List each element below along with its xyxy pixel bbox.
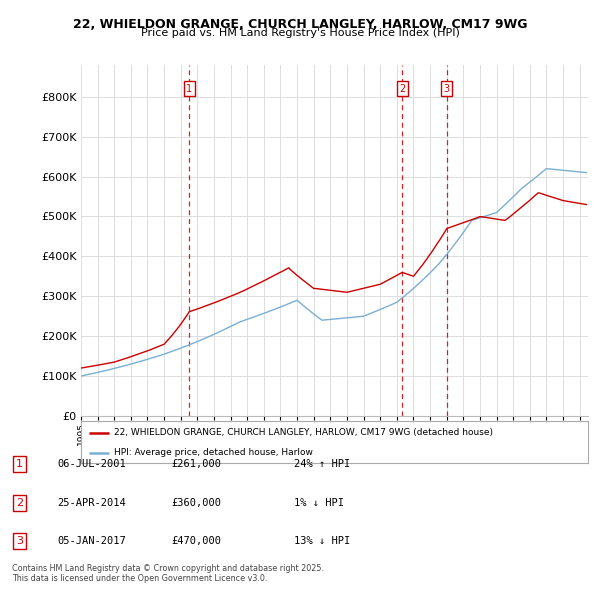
Text: 2: 2 (399, 84, 405, 94)
Text: 24% ↑ HPI: 24% ↑ HPI (294, 460, 350, 469)
Text: 2: 2 (16, 498, 23, 507)
Text: 13% ↓ HPI: 13% ↓ HPI (294, 536, 350, 546)
Text: 22, WHIELDON GRANGE, CHURCH LANGLEY, HARLOW, CM17 9WG: 22, WHIELDON GRANGE, CHURCH LANGLEY, HAR… (73, 18, 527, 31)
Text: 22, WHIELDON GRANGE, CHURCH LANGLEY, HARLOW, CM17 9WG (detached house): 22, WHIELDON GRANGE, CHURCH LANGLEY, HAR… (114, 428, 493, 437)
Text: 25-APR-2014: 25-APR-2014 (57, 498, 126, 507)
Text: Price paid vs. HM Land Registry's House Price Index (HPI): Price paid vs. HM Land Registry's House … (140, 28, 460, 38)
Text: 1: 1 (16, 460, 23, 469)
Text: 06-JUL-2001: 06-JUL-2001 (57, 460, 126, 469)
Text: £261,000: £261,000 (171, 460, 221, 469)
Text: 1% ↓ HPI: 1% ↓ HPI (294, 498, 344, 507)
Text: 05-JAN-2017: 05-JAN-2017 (57, 536, 126, 546)
Text: 1: 1 (186, 84, 192, 94)
Text: 3: 3 (16, 536, 23, 546)
Text: £470,000: £470,000 (171, 536, 221, 546)
Text: HPI: Average price, detached house, Harlow: HPI: Average price, detached house, Harl… (114, 448, 313, 457)
Text: 3: 3 (444, 84, 450, 94)
Text: £360,000: £360,000 (171, 498, 221, 507)
Text: Contains HM Land Registry data © Crown copyright and database right 2025.
This d: Contains HM Land Registry data © Crown c… (12, 563, 324, 583)
